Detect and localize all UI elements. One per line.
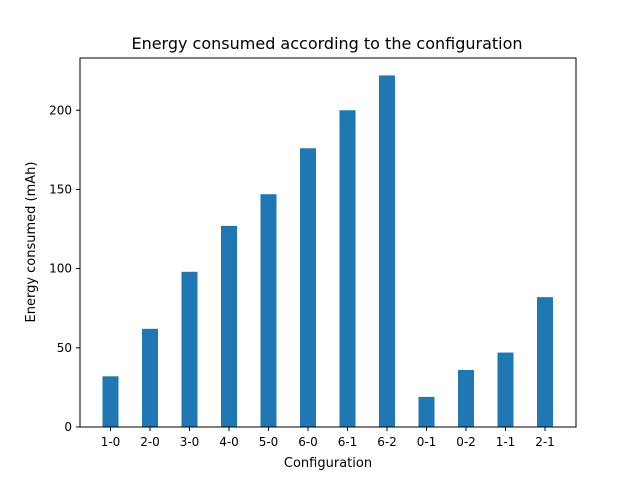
bar-3-0 (181, 271, 198, 427)
y-tick-label: 150 (49, 182, 72, 196)
x-tick-label: 1-1 (496, 435, 516, 449)
x-tick-label: 1-0 (101, 435, 121, 449)
x-tick-label: 4-0 (219, 435, 239, 449)
bar-0-2 (458, 369, 474, 427)
x-axis-ticks: 1-0 2-0 3-0 4-0 5-0 6-0 6-1 6-2 0-1 0-2 1-1 2-1 (101, 427, 555, 449)
bar-2-0 (142, 328, 158, 427)
x-tick-label: 2-0 (140, 435, 160, 449)
plot-area (79, 57, 577, 428)
chart-title: Energy consumed according to the configu… (131, 34, 522, 53)
bars-group (102, 75, 553, 428)
x-tick-label: 5-0 (259, 435, 279, 449)
bar-1-0 (102, 376, 119, 427)
x-tick-label: 0-2 (456, 435, 476, 449)
y-tick-label: 0 (64, 420, 72, 434)
x-tick-label: 6-0 (298, 435, 318, 449)
x-tick-label: 6-1 (338, 435, 358, 449)
x-tick-label: 2-1 (535, 435, 555, 449)
y-axis-ticks: 0 50 100 150 200 (49, 103, 80, 434)
bar-6-2 (379, 75, 395, 428)
bar-2-1 (537, 297, 553, 427)
x-tick-label: 6-2 (377, 435, 397, 449)
plot-frame (79, 57, 577, 428)
bar-6-1 (339, 110, 356, 427)
y-tick-label: 100 (49, 262, 72, 276)
bar-1-1 (497, 352, 514, 427)
bar-6-0 (300, 148, 316, 427)
y-axis-label: Energy consumed (mAh) (24, 162, 39, 323)
y-tick-label: 200 (49, 103, 72, 117)
y-tick-label: 50 (57, 341, 72, 355)
x-tick-label: 0-1 (417, 435, 437, 449)
bar-4-0 (221, 225, 237, 427)
x-axis-label: Configuration (284, 456, 372, 471)
x-tick-label: 3-0 (180, 435, 200, 449)
bar-0-1 (418, 396, 435, 427)
bar-5-0 (260, 194, 277, 427)
